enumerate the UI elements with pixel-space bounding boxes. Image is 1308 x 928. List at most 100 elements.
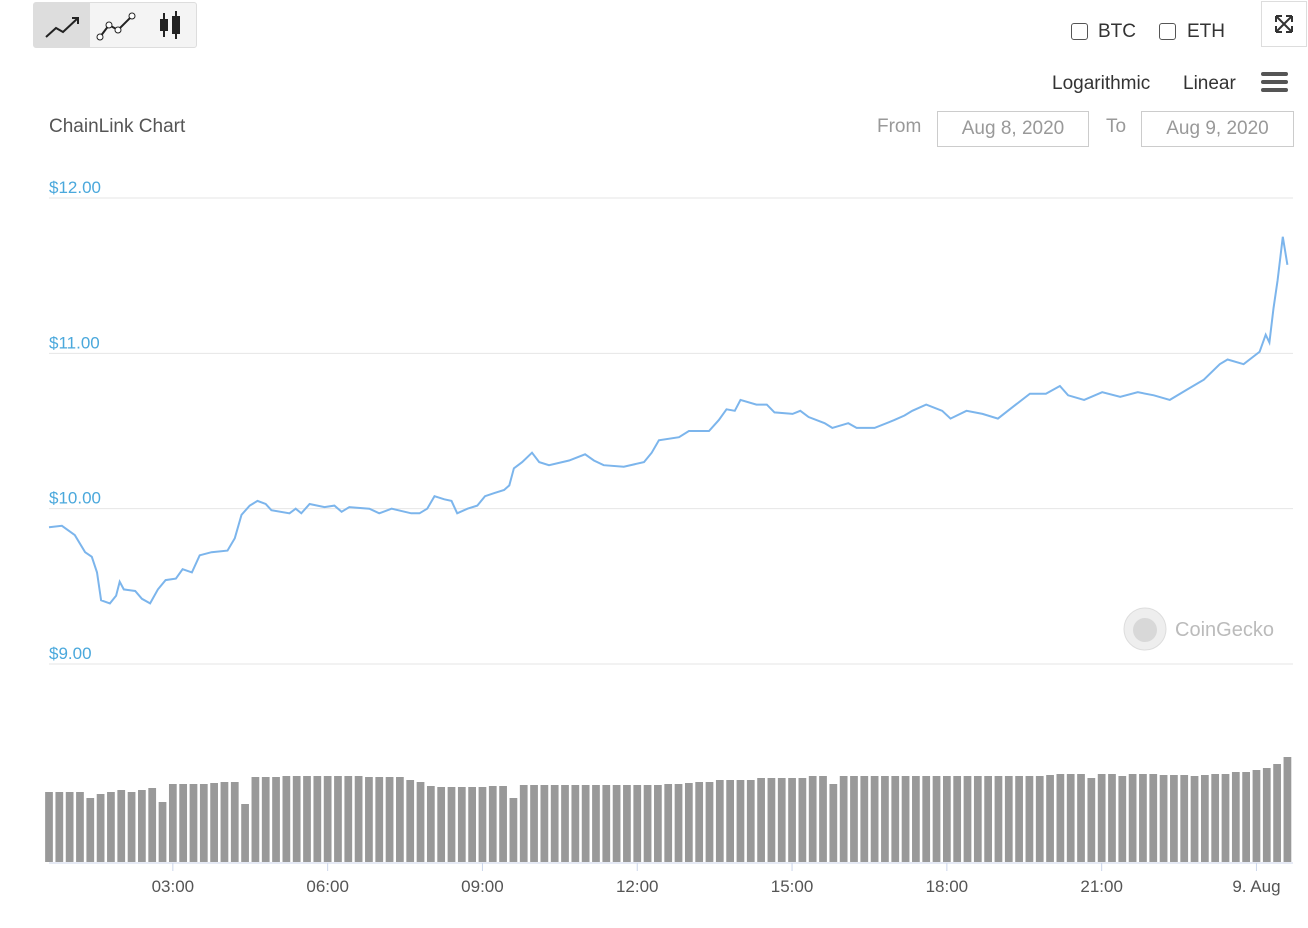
volume-bar <box>313 776 322 862</box>
volume-bar <box>457 787 466 862</box>
volume-bar <box>643 785 652 862</box>
volume-bar <box>1066 774 1075 862</box>
volume-bar <box>1262 768 1271 862</box>
volume-bar <box>891 776 900 862</box>
volume-bar <box>612 785 621 862</box>
volume-bar <box>478 787 487 862</box>
volume-bar <box>1004 776 1013 862</box>
volume-bar <box>344 776 353 862</box>
volume-bar <box>736 780 745 862</box>
volume-bar <box>1221 774 1230 862</box>
volume-bar <box>55 792 64 862</box>
point-chart-button[interactable] <box>90 3 144 47</box>
volume-bar <box>468 787 476 862</box>
volume-bar <box>953 776 962 862</box>
volume-bar <box>550 785 559 862</box>
volume-bar <box>406 780 415 862</box>
volume-bar <box>241 804 249 862</box>
x-tick-label: 21:00 <box>1080 877 1123 896</box>
volume-bar <box>530 785 538 862</box>
volume-bar <box>1283 757 1292 862</box>
volume-bar <box>45 792 53 862</box>
linear-scale-button[interactable]: Linear <box>1183 73 1236 94</box>
volume-bar <box>426 786 435 862</box>
volume-bar <box>1200 775 1209 862</box>
chart-type-toolbar <box>33 2 197 48</box>
volume-bar <box>323 776 332 862</box>
volume-bar <box>922 776 931 862</box>
eth-label: ETH <box>1187 21 1225 42</box>
volume-bar <box>664 784 673 862</box>
volume-bar <box>592 785 600 862</box>
volume-bar <box>757 778 765 862</box>
from-label: From <box>877 116 922 137</box>
volume-bar <box>107 792 115 862</box>
x-tick-label: 9. Aug <box>1232 877 1280 896</box>
volume-bar <box>1025 776 1034 862</box>
volume-bar <box>385 777 394 862</box>
log-scale-button[interactable]: Logarithmic <box>1052 73 1151 94</box>
volume-bar <box>726 780 735 862</box>
btc-checkbox[interactable] <box>1071 23 1088 40</box>
volume-bar <box>292 776 301 862</box>
volume-bar <box>488 786 497 862</box>
volume-bar <box>850 776 858 862</box>
volume-bar <box>798 778 807 862</box>
volume-bar <box>416 782 425 862</box>
volume-bar <box>1159 775 1168 862</box>
volume-bar <box>76 792 84 862</box>
volume-bar <box>674 784 683 862</box>
volume-bar <box>138 790 146 862</box>
from-date-input[interactable]: Aug 8, 2020 <box>937 111 1089 147</box>
volume-bar <box>199 784 208 862</box>
volume-bar <box>251 777 260 862</box>
x-tick-label: 06:00 <box>306 877 349 896</box>
volume-bar <box>808 776 817 862</box>
volume-bar <box>1087 778 1096 862</box>
eth-checkbox[interactable] <box>1159 23 1176 40</box>
x-tick-label: 09:00 <box>461 877 504 896</box>
volume-bar <box>65 792 74 862</box>
volume-bar <box>334 776 342 862</box>
volume-bar <box>715 780 724 862</box>
fullscreen-button[interactable] <box>1261 1 1307 47</box>
volume-bar <box>117 790 126 862</box>
volume-bar <box>1190 776 1199 862</box>
volume-bar <box>984 776 993 862</box>
volume-bar <box>746 780 755 862</box>
volume-bar <box>767 778 776 862</box>
volume-bar <box>1149 774 1158 862</box>
y-tick-label: $11.00 <box>49 333 100 352</box>
volume-bar <box>602 785 611 862</box>
volume-bar <box>695 782 704 862</box>
y-tick-label: $9.00 <box>49 644 92 663</box>
volume-bar <box>1180 775 1189 862</box>
volume-bar <box>282 776 291 862</box>
volume-bar <box>158 802 167 862</box>
volume-bar <box>788 778 796 862</box>
volume-bar <box>881 776 889 862</box>
volume-bar <box>829 784 838 862</box>
volume-bar <box>272 777 280 862</box>
to-date-input[interactable]: Aug 9, 2020 <box>1141 111 1294 147</box>
volume-bar <box>819 776 827 862</box>
line-chart-button[interactable] <box>34 3 90 47</box>
volume-bar <box>148 788 157 862</box>
volume-bar <box>1077 774 1085 862</box>
volume-bar <box>86 798 95 862</box>
volume-bar <box>932 776 941 862</box>
volume-bar <box>860 776 869 862</box>
volume-bar <box>1118 776 1127 862</box>
chart-title: ChainLink Chart <box>49 116 186 137</box>
volume-bar <box>1170 775 1178 862</box>
volume-bar <box>994 776 1003 862</box>
volume-bar <box>261 777 270 862</box>
watermark: CoinGecko <box>1175 619 1274 641</box>
volume-bar <box>1252 770 1261 862</box>
menu-button[interactable] <box>1260 71 1290 95</box>
volume-bar <box>705 782 714 862</box>
candlestick-button[interactable] <box>144 3 196 47</box>
volume-bar <box>963 776 972 862</box>
volume-bar <box>1211 774 1220 862</box>
